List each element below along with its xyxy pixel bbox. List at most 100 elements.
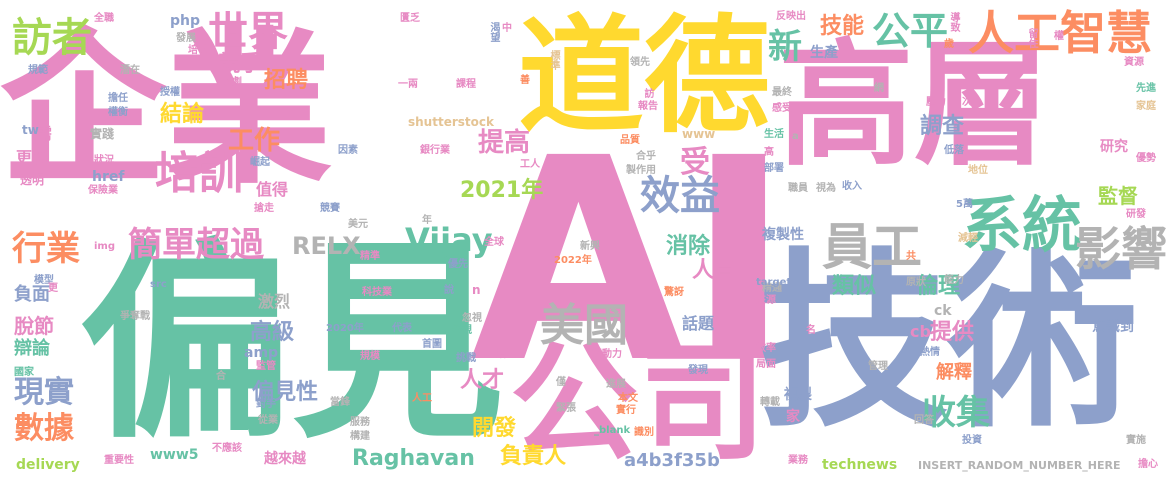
- cloud-word: 簡單: [128, 225, 196, 265]
- cloud-word: 結論: [160, 102, 205, 127]
- cloud-word: 複製性: [762, 227, 804, 243]
- cloud-word: 系統: [962, 191, 1082, 261]
- cloud-word: 負責人: [500, 444, 567, 469]
- cloud-word: _blank: [594, 425, 631, 436]
- cloud-word: 優勢: [1136, 153, 1156, 164]
- cloud-word: 2022年: [554, 255, 592, 266]
- cloud-word: 職員: [788, 183, 808, 194]
- cloud-word: 年: [422, 215, 432, 226]
- cloud-word: 資源: [1124, 57, 1144, 68]
- cloud-word: 先進: [1136, 83, 1156, 94]
- cloud-word: 狀況: [94, 155, 114, 166]
- cloud-word: 識別: [634, 427, 654, 438]
- cloud-word: 需: [36, 124, 53, 143]
- cloud-word: AI: [470, 99, 791, 425]
- cloud-word: 品質: [620, 135, 640, 146]
- cloud-word: 服務: [350, 417, 370, 428]
- cloud-word: 現實: [14, 375, 74, 410]
- cloud-word: 首圖: [422, 339, 442, 350]
- cloud-word: a: [792, 131, 799, 142]
- cloud-word: shutterstock: [408, 115, 494, 129]
- cloud-word: delivery: [16, 457, 80, 473]
- cloud-word: 挑戰: [456, 353, 476, 364]
- cloud-word: 壓力: [926, 97, 946, 108]
- cloud-word: 高級: [250, 320, 295, 345]
- cloud-word: target: [756, 277, 792, 288]
- cloud-word: 複製: [784, 387, 812, 403]
- cloud-word: 影響: [1075, 222, 1167, 276]
- cloud-word: a4b3f35b: [624, 450, 720, 471]
- cloud-word: 名: [806, 325, 816, 336]
- cloud-word: 局面: [756, 359, 776, 370]
- cloud-word: 精準: [360, 251, 380, 262]
- cloud-word: 來源: [756, 295, 776, 306]
- cloud-word: 效益: [640, 173, 720, 219]
- cloud-word: 新興: [580, 241, 600, 252]
- cloud-word: 技能: [820, 14, 865, 39]
- cloud-word: 競賽: [320, 203, 340, 214]
- cloud-word: 全職: [94, 13, 114, 24]
- cloud-word: 技術: [758, 232, 1139, 453]
- cloud-word: 負面: [14, 284, 50, 305]
- cloud-word: 共: [906, 251, 916, 262]
- cloud-word: 熱情: [920, 347, 940, 358]
- cloud-word: 合: [216, 371, 226, 382]
- cloud-word: 公司: [510, 329, 767, 478]
- cloud-word: 部署: [764, 163, 784, 174]
- cloud-word: 收入: [842, 181, 862, 192]
- cloud-word: 製作用: [626, 165, 656, 176]
- cloud-word: 僅: [556, 377, 566, 388]
- cloud-word: 對手: [256, 399, 276, 410]
- cloud-word: 透明: [20, 173, 45, 187]
- cloud-word: 2020年: [326, 323, 364, 334]
- cloud-word: 工作: [228, 126, 281, 156]
- cloud-word: 課程: [456, 79, 476, 90]
- cloud-word: 新: [768, 27, 802, 67]
- cloud-word: 人才: [460, 368, 505, 393]
- cloud-word: 美元: [348, 219, 368, 230]
- cloud-word: 留住: [1026, 28, 1037, 48]
- cloud-word: 報告: [638, 101, 658, 112]
- cloud-word: 提高: [478, 128, 531, 158]
- cloud-word: 爭奪戰: [120, 311, 150, 322]
- cloud-word: technews: [822, 457, 898, 473]
- cloud-word: 人員: [692, 258, 737, 283]
- cloud-word: 減輕: [958, 233, 978, 244]
- cloud-word: php: [170, 13, 201, 29]
- cloud-word: 勞動力: [592, 349, 622, 360]
- cloud-word: 搶走: [254, 203, 274, 214]
- cloud-word: 擔心: [1138, 459, 1158, 470]
- cloud-word: 規模: [360, 351, 380, 362]
- cloud-word: 監督: [1098, 184, 1138, 208]
- cloud-word: 視為: [816, 183, 836, 194]
- cloud-word: 實施: [1126, 435, 1146, 446]
- cloud-word: 從業: [258, 415, 278, 426]
- cloud-word: 2021年: [460, 178, 544, 203]
- cloud-word: 一兩: [398, 79, 418, 90]
- cloud-word: 構建: [350, 431, 370, 442]
- cloud-word: 研究: [1100, 139, 1128, 155]
- cloud-word: 類似: [832, 274, 877, 299]
- cloud-word: 受: [680, 145, 710, 180]
- cloud-word: 話題: [682, 314, 715, 333]
- cloud-word: 實踐: [90, 127, 115, 141]
- cloud-word: 忽視: [462, 313, 482, 324]
- cloud-word: www: [682, 127, 716, 141]
- cloud-word: tw: [22, 123, 39, 137]
- cloud-word: 脫節: [14, 314, 54, 338]
- cloud-word: 保險業: [88, 185, 118, 196]
- cloud-word: 更多: [16, 148, 49, 167]
- cloud-word: 消除: [666, 234, 711, 259]
- cloud-word: 生產: [810, 45, 838, 61]
- cloud-word: 標準: [548, 50, 559, 70]
- cloud-word: 善: [520, 75, 530, 86]
- cloud-word: 中: [502, 23, 512, 34]
- cloud-word: 回答: [914, 415, 934, 426]
- cloud-word: 加劇: [222, 77, 242, 88]
- cloud-word: 偏見性: [252, 380, 319, 405]
- cloud-word: 發現: [688, 365, 708, 376]
- cloud-word: 越來越: [264, 451, 306, 467]
- cloud-word: 地位: [968, 165, 988, 176]
- cloud-word: 反映出: [776, 11, 806, 22]
- cloud-word: 道德: [518, 3, 770, 150]
